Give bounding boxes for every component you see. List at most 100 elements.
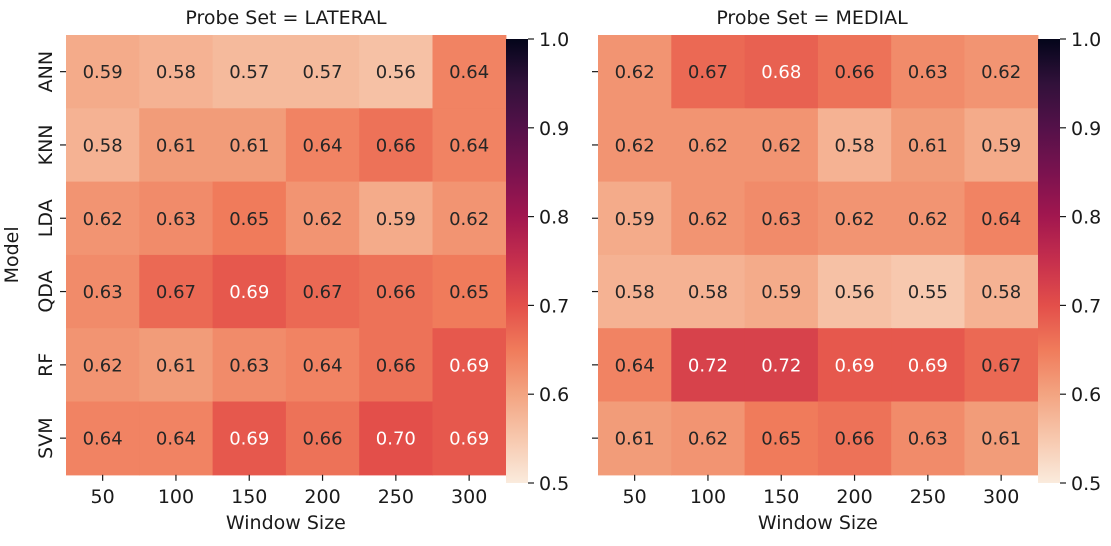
heatmap-cell <box>671 328 746 403</box>
cell-value-label: 0.59 <box>376 209 416 230</box>
cell-value-label: 0.64 <box>981 209 1021 230</box>
heatmap-cell <box>212 328 287 403</box>
colorbar-tick-label: 0.6 <box>539 384 569 406</box>
y-tick-label: RF <box>35 353 57 377</box>
cell-value-label: 0.62 <box>688 135 728 156</box>
heatmap-panel-2: Probe Set = MEDIAL 0.62 0.67 0.68 0.66 0.63 0.… <box>592 7 1101 534</box>
x-axis-label: Window Size <box>226 512 346 534</box>
cell-value-label: 0.64 <box>156 429 196 450</box>
cell-value-label: 0.69 <box>449 355 489 376</box>
cell-value-label: 0.62 <box>688 429 728 450</box>
heatmap-cell <box>66 35 140 109</box>
heatmap-cell <box>139 328 214 403</box>
x-tick-label: 300 <box>983 486 1019 508</box>
cell-value-label: 0.64 <box>83 429 123 450</box>
heatmap-cell <box>66 254 140 329</box>
cell-value-label: 0.62 <box>688 209 728 230</box>
heatmap-cell <box>598 35 672 109</box>
cell-value-label: 0.62 <box>981 62 1021 83</box>
colorbar <box>1038 39 1060 483</box>
heatmap-cell <box>891 181 966 256</box>
y-tick-label: KNN <box>35 125 57 166</box>
heatmap-cell <box>964 328 1039 403</box>
heatmap-cell <box>139 35 214 109</box>
colorbar <box>506 39 528 483</box>
cell-value-label: 0.64 <box>449 62 489 83</box>
cell-value-label: 0.61 <box>156 355 196 376</box>
cell-value-label: 0.70 <box>376 429 416 450</box>
cell-value-label: 0.69 <box>908 355 948 376</box>
cell-value-label: 0.62 <box>908 209 948 230</box>
y-tick-label: QDA <box>35 270 57 312</box>
cell-value-label: 0.62 <box>83 209 123 230</box>
cell-value-label: 0.58 <box>688 282 728 303</box>
heatmap-cell <box>964 401 1039 476</box>
cell-value-label: 0.69 <box>229 429 269 450</box>
heatmap-cell <box>212 35 287 109</box>
x-axis-label: Window Size <box>758 512 878 534</box>
colorbar-tick-label: 0.5 <box>1071 473 1101 495</box>
cell-value-label: 0.58 <box>615 282 655 303</box>
cell-value-label: 0.67 <box>156 282 196 303</box>
heatmap-cell <box>744 35 819 109</box>
heatmap-cell <box>598 254 672 329</box>
colorbar-tick-label: 1.0 <box>1071 29 1101 51</box>
colorbar-tick-label: 0.9 <box>539 118 569 140</box>
heatmap-cell <box>212 181 287 256</box>
cell-value-label: 0.62 <box>835 209 875 230</box>
cell-value-label: 0.72 <box>688 355 728 376</box>
cell-value-label: 0.58 <box>156 62 196 83</box>
heatmap-cell <box>744 108 819 183</box>
heatmap-cell <box>744 181 819 256</box>
heatmap-cell <box>817 108 892 183</box>
heatmap-cell <box>359 328 434 403</box>
heatmap-cell <box>598 328 672 403</box>
colorbar-tick-label: 0.7 <box>1071 295 1101 317</box>
heatmap-cell <box>891 35 966 109</box>
cell-value-label: 0.57 <box>303 62 343 83</box>
heatmap-cell <box>817 254 892 329</box>
heatmap-cell <box>891 328 966 403</box>
heatmap-cell <box>891 401 966 476</box>
heatmap-cell <box>359 254 434 329</box>
cell-value-label: 0.66 <box>835 429 875 450</box>
heatmap-cell <box>744 254 819 329</box>
cell-value-label: 0.67 <box>303 282 343 303</box>
heatmap-cell <box>139 108 214 183</box>
heatmap-cell <box>671 181 746 256</box>
heatmap-cell <box>964 108 1039 183</box>
cell-value-label: 0.67 <box>688 62 728 83</box>
cell-value-label: 0.69 <box>449 429 489 450</box>
heatmap-cell <box>285 328 360 403</box>
heatmap-cell <box>139 254 214 329</box>
heatmap-panel-1: Probe Set = LATERAL 0.59 0.58 0.57 0.57 0.56 0… <box>1 7 569 534</box>
cell-value-label: 0.62 <box>615 62 655 83</box>
x-tick-label: 200 <box>836 486 872 508</box>
y-tick-label: LDA <box>35 199 57 237</box>
heatmap-cell <box>744 328 819 403</box>
cell-value-label: 0.62 <box>83 355 123 376</box>
cell-value-label: 0.64 <box>303 355 343 376</box>
heatmap-cell <box>359 181 434 256</box>
x-tick-label: 100 <box>690 486 726 508</box>
cell-value-label: 0.63 <box>908 429 948 450</box>
colorbar-tick-label: 0.5 <box>539 473 569 495</box>
x-tick-label: 50 <box>623 486 647 508</box>
heatmap-cell <box>66 401 140 476</box>
cell-value-label: 0.64 <box>615 355 655 376</box>
cell-value-label: 0.72 <box>761 355 801 376</box>
heatmap-cell <box>139 181 214 256</box>
heatmap-cell <box>139 401 214 476</box>
cell-value-label: 0.62 <box>761 135 801 156</box>
x-tick-label: 50 <box>91 486 115 508</box>
heatmap-cell <box>432 254 507 329</box>
heatmap-cell <box>66 108 140 183</box>
heatmap-cell <box>66 181 140 256</box>
heatmap-cell <box>817 181 892 256</box>
heatmap-cell <box>817 401 892 476</box>
cell-value-label: 0.58 <box>835 135 875 156</box>
colorbar-tick-label: 0.8 <box>1071 207 1101 229</box>
cell-value-label: 0.61 <box>908 135 948 156</box>
cell-value-label: 0.59 <box>761 282 801 303</box>
heatmap-cell <box>359 401 434 476</box>
